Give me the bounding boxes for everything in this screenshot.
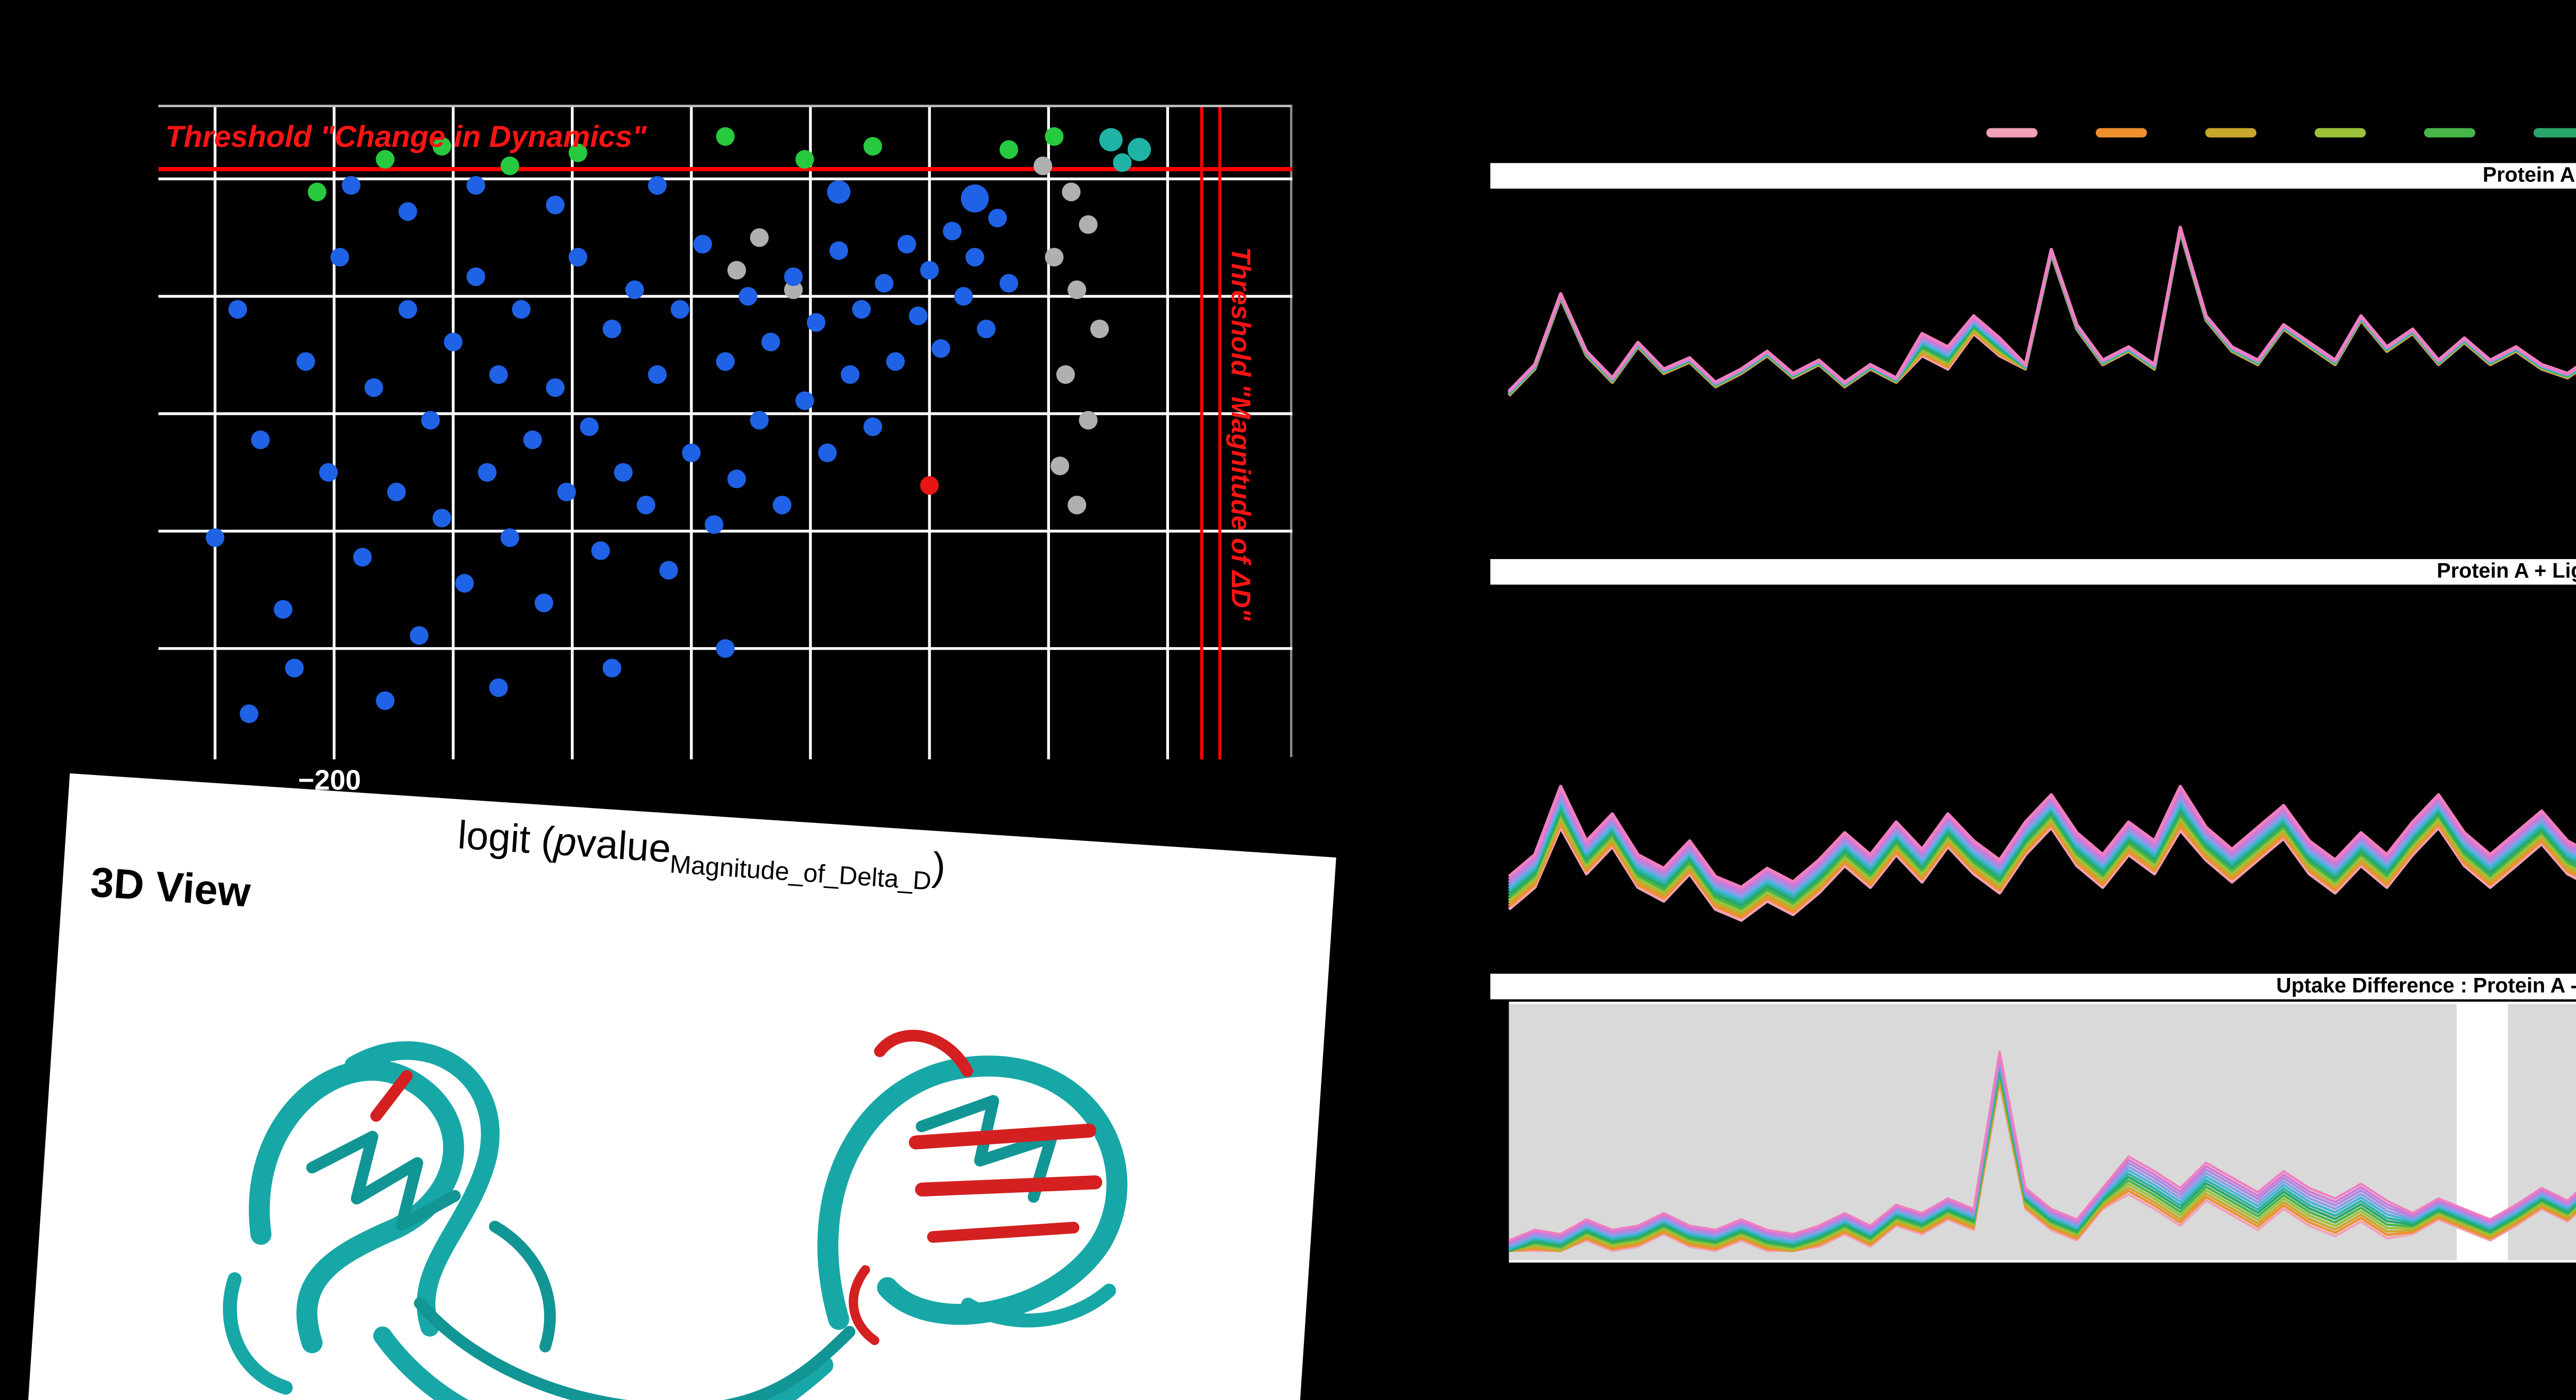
chart-uptake-difference[interactable] — [1490, 999, 2576, 1272]
axis-label-p: p — [553, 819, 578, 866]
axis-label-value: value — [574, 821, 672, 872]
protein-ribbon[interactable] — [152, 926, 1187, 1400]
legend-dash[interactable] — [2423, 128, 2475, 138]
legend-dash[interactable] — [2314, 128, 2365, 138]
legend-dash[interactable] — [2532, 128, 2576, 138]
axis-label-prefix: logit ( — [456, 813, 556, 864]
chart-title-text: Protein A + Ligand — [2436, 559, 2576, 583]
volcano-x-axis-label: logit (pvalueMagnitude_of_Delta_D) — [456, 813, 947, 898]
legend-dash[interactable] — [1986, 128, 2038, 138]
uptake-charts-panel: Protein A Protein A + Ligand Uptake Diff… — [1490, 105, 2576, 1316]
chart-protein-a-ligand[interactable] — [1490, 584, 2576, 974]
view-3d-window: logit (pvalueMagnitude_of_Delta_D) 3D Vi… — [22, 773, 1336, 1400]
legend-dash[interactable] — [2205, 128, 2256, 138]
threshold-dynamics-label: Threshold "Change in Dynamics" — [165, 119, 647, 154]
chart-title-protein-a: Protein A — [1490, 163, 2576, 189]
volcano-scatter[interactable] — [158, 107, 1293, 760]
axis-label-subscript: Magnitude_of_Delta_D — [669, 851, 933, 897]
chart-protein-a[interactable] — [1490, 189, 2576, 559]
view-3d-title: 3D View — [89, 858, 252, 916]
chart-title-text: Uptake Difference : Protein A - (Protein… — [2276, 973, 2576, 997]
chart-title-protein-a-ligand: Protein A + Ligand — [1490, 559, 2576, 585]
axis-label-suffix: ) — [930, 845, 947, 890]
volcano-plot-area[interactable]: Threshold "Change in Dynamics" Threshold… — [158, 105, 1293, 760]
legend — [1986, 128, 2576, 138]
threshold-magnitude-label: Threshold "Magnitude of ΔD" — [1225, 247, 1253, 621]
chart-title-text: Protein A — [2482, 163, 2575, 187]
legend-dash[interactable] — [2095, 128, 2147, 138]
chart-title-uptake-difference: Uptake Difference : Protein A - (Protein… — [1490, 973, 2576, 1000]
